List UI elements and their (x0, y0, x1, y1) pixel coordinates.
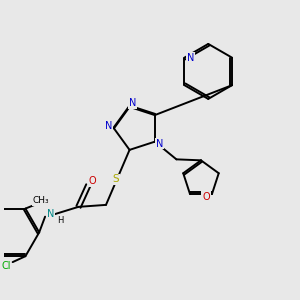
Text: S: S (112, 174, 119, 184)
Text: Cl: Cl (1, 261, 10, 271)
Text: N: N (129, 98, 136, 108)
Text: CH₃: CH₃ (33, 196, 50, 205)
Text: H: H (58, 216, 64, 225)
Text: N: N (187, 53, 194, 63)
Text: O: O (202, 192, 210, 202)
Text: N: N (105, 122, 113, 131)
Text: N: N (156, 139, 164, 148)
Text: N: N (47, 209, 55, 219)
Text: O: O (88, 176, 96, 186)
